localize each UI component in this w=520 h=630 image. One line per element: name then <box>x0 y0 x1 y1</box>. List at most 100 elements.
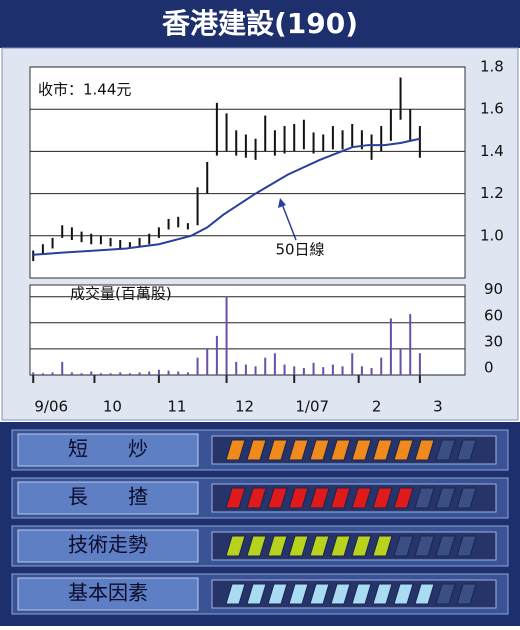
volume-bar <box>389 318 392 375</box>
volume-bar <box>399 348 402 375</box>
volume-bar <box>380 357 383 375</box>
volume-bar <box>61 361 64 375</box>
volume-bar <box>418 353 421 375</box>
volume-bar <box>206 348 209 375</box>
rating-segment <box>351 439 372 461</box>
rating-segment <box>225 439 246 461</box>
volume-bar <box>128 373 131 375</box>
rating-label-box <box>17 481 199 515</box>
rating-segment <box>225 487 246 509</box>
volume-bar <box>283 364 286 375</box>
title-band <box>0 0 520 48</box>
rating-segment <box>372 535 393 557</box>
rating-empty <box>435 487 456 509</box>
price-panel <box>29 66 466 279</box>
rating-label: 長 揸 <box>68 485 148 509</box>
x-tick-label: 10 <box>103 398 122 416</box>
rating-segment <box>267 439 288 461</box>
rating-segment <box>393 487 414 509</box>
x-tick-label: 9/06 <box>34 398 68 416</box>
volume-bar <box>302 368 305 375</box>
volume-bar <box>215 335 218 375</box>
rating-segment <box>414 439 435 461</box>
rating-segment <box>309 583 330 605</box>
y-tick-label: 60 <box>484 306 503 324</box>
rating-segment <box>372 583 393 605</box>
y-tick-label: 1.2 <box>480 184 504 202</box>
rating-segment <box>330 535 351 557</box>
volume-bar <box>32 372 35 375</box>
rating-empty <box>456 583 477 605</box>
rating-score <box>225 439 435 461</box>
volume-bar <box>70 372 73 375</box>
rating-segment <box>309 535 330 557</box>
volume-bar <box>41 373 44 375</box>
rating-segment <box>372 487 393 509</box>
rating-segment <box>330 583 351 605</box>
rating-segment <box>225 535 246 557</box>
x-tick-label: 1/07 <box>295 398 329 416</box>
rating-segment <box>351 583 372 605</box>
y-tick-label: 90 <box>484 280 503 298</box>
rating-empty <box>414 487 435 509</box>
rating-score <box>225 535 393 557</box>
rating-segment <box>246 583 267 605</box>
rating-empty <box>456 535 477 557</box>
volume-label: 成交量(百萬股) <box>70 285 172 303</box>
x-tick-label: 3 <box>433 398 443 416</box>
volume-panel <box>29 284 466 376</box>
rating-label-box <box>17 433 199 467</box>
volume-bar <box>119 372 122 375</box>
rating-empty <box>393 535 414 557</box>
volume-bar <box>235 361 238 375</box>
rating-label: 短 炒 <box>68 437 148 461</box>
rating-segment <box>393 439 414 461</box>
rating-segment <box>414 583 435 605</box>
rating-segment <box>393 583 414 605</box>
rating-segment <box>330 439 351 461</box>
y-tick-label: 1.8 <box>480 58 504 76</box>
ma-line <box>33 137 421 256</box>
rating-label-box <box>17 529 199 563</box>
volume-bar <box>331 364 334 375</box>
rating-segment <box>267 535 288 557</box>
rating-segment <box>288 535 309 557</box>
volume-bar <box>360 366 363 375</box>
y-tick-label: 1.4 <box>480 142 504 160</box>
rating-segment <box>309 439 330 461</box>
volume-bar <box>409 314 412 375</box>
volume-bar <box>99 373 102 375</box>
rating-segment <box>246 487 267 509</box>
rating-label-box <box>17 577 199 611</box>
volume-bar <box>90 371 93 375</box>
arrow-head <box>278 198 286 208</box>
volume-bar <box>264 357 267 375</box>
rating-segment <box>288 439 309 461</box>
volume-bar <box>312 362 315 375</box>
volume-bar <box>51 372 54 375</box>
rating-segment <box>246 535 267 557</box>
volume-bar <box>167 370 170 375</box>
rating-score <box>225 583 435 605</box>
rating-segment <box>225 583 246 605</box>
volume-bar <box>148 371 151 375</box>
rating-segment <box>351 535 372 557</box>
volume-bar <box>370 368 373 375</box>
rating-segment <box>351 487 372 509</box>
close-annotation: 收市：1.44元 <box>38 81 131 99</box>
x-tick-label: 2 <box>372 398 382 416</box>
volume-bar <box>273 353 276 375</box>
rating-empty <box>435 439 456 461</box>
rating-segment <box>309 487 330 509</box>
volume-bar <box>157 369 160 375</box>
rating-segment <box>372 439 393 461</box>
volume-bar <box>109 373 112 375</box>
x-tick-label: 12 <box>235 398 254 416</box>
volume-bar <box>351 353 354 375</box>
rating-segment <box>288 583 309 605</box>
y-tick-label: 1.6 <box>480 100 504 118</box>
volume-bar <box>196 357 199 375</box>
rating-label: 基本因素 <box>68 581 148 605</box>
